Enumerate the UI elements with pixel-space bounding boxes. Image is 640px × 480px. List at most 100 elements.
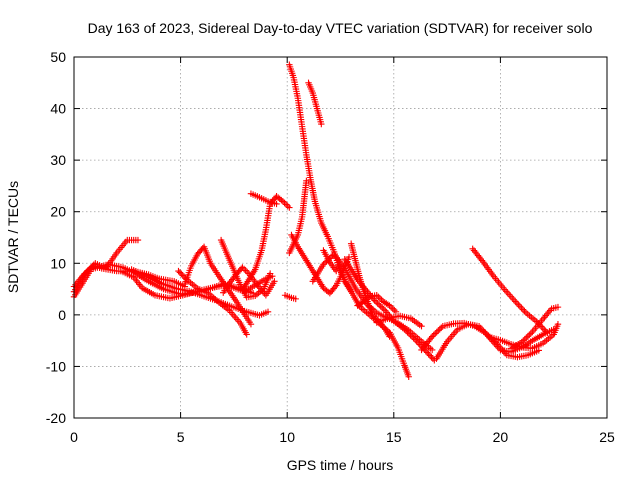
data-point-marker	[515, 301, 522, 308]
data-point-marker	[374, 300, 381, 307]
y-tick-label: 0	[58, 307, 66, 323]
x-tick-label: 0	[70, 429, 78, 445]
data-point-marker	[408, 333, 416, 340]
data-point-marker	[405, 330, 413, 337]
data-point-marker	[266, 270, 274, 277]
data-point-marker	[273, 200, 280, 208]
data-point-marker	[544, 329, 551, 337]
data-point-marker	[379, 304, 386, 311]
data-point-marker	[247, 320, 255, 328]
data-point-marker	[377, 303, 384, 310]
data-point-marker	[327, 253, 335, 261]
y-tick-label: 10	[50, 255, 66, 271]
series-track-g	[181, 243, 255, 328]
data-point-marker	[425, 350, 432, 358]
data-point-marker	[333, 267, 340, 275]
data-point-marker	[430, 331, 437, 339]
data-point-marker	[516, 303, 524, 310]
data-point-marker	[428, 333, 436, 340]
data-point-marker	[432, 330, 439, 337]
data-point-marker	[380, 306, 387, 313]
data-point-marker	[435, 327, 442, 334]
plot-frame	[73, 56, 608, 419]
x-tick-label: 20	[493, 429, 509, 445]
data-point-marker	[320, 261, 327, 268]
data-point-marker	[401, 326, 408, 333]
x-tick-label: 25	[599, 429, 615, 445]
data-point-marker	[345, 253, 353, 261]
y-tick-label: 30	[50, 152, 66, 168]
data-point-marker	[521, 336, 528, 343]
data-point-marker	[321, 259, 329, 267]
data-point-marker	[402, 327, 410, 334]
data-point-marker	[281, 199, 288, 207]
data-point-marker	[521, 307, 528, 315]
data-point-marker	[286, 204, 293, 211]
x-tick-label: 5	[177, 429, 185, 445]
data-point-marker	[407, 331, 414, 339]
data-point-marker	[176, 269, 184, 276]
data-point-marker	[386, 333, 393, 340]
data-point-marker	[405, 373, 412, 380]
x-tick-labels: 0 5 10 15 20 25	[70, 429, 615, 445]
series-track-m	[305, 79, 325, 128]
axis-ticks	[73, 56, 608, 419]
data-point-marker	[520, 337, 527, 344]
series-track-o	[286, 177, 310, 257]
x-axis-label: GPS time / hours	[287, 457, 394, 473]
data-series	[70, 61, 562, 380]
grid-lines	[74, 57, 607, 418]
data-point-marker	[347, 288, 355, 295]
y-tick-label: -20	[46, 410, 66, 426]
x-tick-label: 15	[386, 429, 402, 445]
series-track-j	[239, 193, 293, 294]
data-point-marker	[372, 298, 380, 306]
data-point-marker	[426, 352, 434, 359]
data-point-marker	[554, 303, 562, 311]
data-point-marker	[292, 295, 299, 303]
data-point-marker	[513, 299, 521, 307]
series-track-aa	[320, 247, 340, 275]
y-tick-labels: -20 -10 0 10 20 30 40 50	[46, 49, 66, 426]
data-point-marker	[527, 330, 535, 337]
data-point-marker	[433, 328, 440, 336]
data-point-marker	[518, 304, 525, 312]
series-track-ab	[335, 262, 355, 295]
y-tick-label: -10	[46, 358, 66, 374]
data-point-marker	[391, 307, 398, 314]
series-track-s	[354, 292, 400, 315]
data-point-marker	[303, 177, 310, 184]
data-point-marker	[404, 329, 411, 336]
data-point-marker	[284, 202, 291, 210]
data-point-marker	[424, 349, 431, 356]
data-point-marker	[242, 267, 249, 274]
series-track-k	[247, 190, 280, 208]
data-point-marker	[282, 201, 290, 208]
data-point-marker	[243, 331, 250, 338]
data-point-marker	[526, 331, 533, 339]
data-point-marker	[422, 347, 429, 355]
data-point-marker	[519, 306, 527, 313]
x-tick-label: 10	[279, 429, 295, 445]
data-point-marker	[410, 334, 417, 342]
series-track-z	[281, 292, 299, 303]
y-tick-label: 40	[50, 101, 66, 117]
data-point-marker	[271, 278, 278, 285]
data-point-marker	[264, 308, 272, 315]
data-point-marker	[554, 320, 562, 328]
data-point-marker	[428, 346, 436, 354]
data-point-marker	[175, 267, 182, 275]
series-track-t	[373, 312, 425, 330]
y-tick-label: 20	[50, 204, 66, 220]
series-track-y	[486, 320, 562, 352]
y-axis-label: SDTVAR / TECUs	[5, 181, 21, 293]
data-point-marker	[438, 324, 445, 331]
data-point-marker	[523, 334, 530, 341]
data-point-marker	[134, 236, 142, 244]
data-point-marker	[375, 301, 383, 309]
data-point-marker	[331, 283, 339, 291]
data-point-marker	[389, 305, 396, 312]
data-point-marker	[418, 323, 425, 330]
series-track-i	[217, 236, 274, 301]
